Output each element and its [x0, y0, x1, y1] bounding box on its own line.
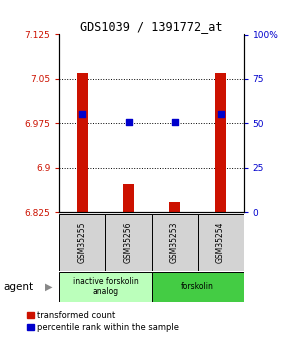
Text: inactive forskolin
analog: inactive forskolin analog	[72, 277, 138, 296]
Point	[218, 112, 223, 117]
Bar	[151, 272, 244, 302]
Text: GSM35254: GSM35254	[216, 221, 225, 263]
Legend: transformed count, percentile rank within the sample: transformed count, percentile rank withi…	[27, 311, 180, 332]
Point	[126, 119, 131, 125]
Bar	[123, 184, 134, 212]
Bar	[59, 272, 151, 302]
Text: GSM35253: GSM35253	[170, 221, 179, 263]
Point	[80, 112, 85, 117]
Bar	[215, 73, 226, 212]
Bar	[59, 214, 106, 271]
Text: ▶: ▶	[45, 282, 52, 292]
Bar	[77, 73, 88, 212]
Bar	[151, 214, 197, 271]
Text: forskolin: forskolin	[181, 282, 214, 291]
Text: GSM35255: GSM35255	[78, 221, 87, 263]
Point	[172, 119, 177, 125]
Bar	[106, 214, 151, 271]
Text: GSM35256: GSM35256	[124, 221, 133, 263]
Title: GDS1039 / 1391772_at: GDS1039 / 1391772_at	[80, 20, 223, 33]
Bar	[197, 214, 244, 271]
Bar	[169, 201, 180, 212]
Text: agent: agent	[3, 282, 33, 292]
